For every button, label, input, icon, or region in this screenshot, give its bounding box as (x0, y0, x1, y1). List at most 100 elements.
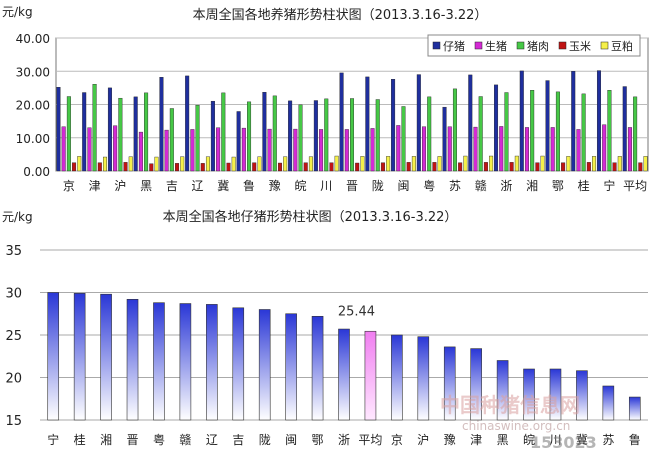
top-bar-生猪-津 (87, 127, 92, 172)
bottom-x-tick-label: 川 (549, 433, 561, 447)
bottom-bar-皖 (523, 368, 535, 421)
bottom-chart: 本周全国各地仔猪形势柱状图（2013.3.16-3.22） 元/kg 15 20 2… (2, 209, 648, 447)
top-y-tick-label: 10.00 (16, 132, 50, 146)
top-x-tick-label: 浙 (500, 179, 512, 193)
highlight-value-label: 25.44 (338, 304, 375, 319)
top-bar-生猪-吉 (164, 129, 169, 172)
top-bar-豆粕-鄂 (566, 156, 571, 172)
top-bar-豆粕-平均 (643, 156, 648, 172)
top-legend-box (427, 34, 641, 57)
bottom-x-tick-label: 晋 (127, 433, 139, 447)
bottom-x-tick-label: 平均 (358, 433, 382, 447)
top-bar-仔猪-赣 (468, 74, 473, 172)
bottom-x-tick-label: 黑 (497, 433, 509, 447)
top-bar-生猪-黑 (138, 131, 143, 172)
top-bar-玉米-陇 (380, 162, 385, 172)
top-y-tick-labels: 0.00 10.00 20.00 30.00 40.00 (16, 32, 50, 179)
top-bar-玉米-吉 (175, 163, 180, 172)
top-bar-玉米-赣 (483, 162, 488, 172)
bottom-x-tick-label: 苏 (602, 433, 614, 447)
top-y-tick-label: 40.00 (16, 32, 50, 46)
bottom-bar-京 (391, 334, 403, 421)
top-x-tick-label: 津 (89, 179, 101, 193)
bottom-x-tick-label: 冀 (576, 433, 588, 447)
top-bar-猪肉-冀 (221, 92, 226, 172)
top-bar-玉米-鲁 (252, 162, 257, 172)
bottom-x-tick-labels: 宁桂湘 晋粤赣 辽吉 陇闽 鄂浙平均京沪 豫津 黑皖川 冀苏 鲁 (47, 432, 641, 447)
top-bar-生猪-桂 (576, 129, 581, 172)
top-x-tick-label: 沪 (114, 179, 126, 193)
bottom-x-tick-label: 陇 (259, 432, 271, 447)
top-bar-猪肉-晋 (350, 98, 355, 172)
watermark-site: chinaswine.org.cn (462, 419, 570, 433)
bottom-bar-湘 (100, 293, 112, 421)
top-bar-玉米-津 (97, 162, 102, 172)
top-chart-title: 本周全国各地养猪形势柱状图（2013.3.16-3.22） (193, 7, 488, 23)
top-bar-仔猪-黑 (133, 96, 138, 172)
bottom-chart-y-unit: 元/kg (2, 210, 33, 224)
top-bar-豆粕-冀 (231, 156, 236, 172)
bottom-bar-鲁 (628, 396, 641, 421)
bottom-x-tick-label: 闽 (285, 433, 297, 447)
top-bar-豆粕-沪 (128, 156, 133, 172)
bottom-bar-平均 (364, 330, 377, 421)
top-bar-玉米-辽 (200, 163, 205, 172)
top-bar-豆粕-浙 (514, 155, 519, 172)
top-bar-猪肉-苏 (452, 88, 457, 172)
top-x-tick-label: 平均 (623, 179, 647, 193)
bottom-bar-冀 (576, 370, 588, 421)
top-bar-猪肉-浙 (504, 92, 509, 172)
top-x-tick-label: 京 (63, 179, 75, 193)
bottom-x-tick-label: 津 (470, 433, 482, 447)
bottom-x-tick-label: 浙 (338, 433, 350, 447)
top-bar-生猪-苏 (447, 126, 452, 172)
bottom-bars (47, 292, 641, 421)
top-x-tick-label: 晋 (346, 179, 358, 193)
top-bar-猪肉-川 (324, 98, 329, 172)
bottom-y-tick-labels: 15 20 25 30 35 (5, 244, 22, 429)
top-bar-玉米-京 (72, 162, 77, 172)
top-legend: 仔猪 生猪 猪肉 玉米 豆粕 (427, 34, 641, 57)
top-bar-猪肉-辽 (195, 104, 200, 172)
top-bar-玉米-平均 (638, 162, 643, 172)
top-bar-猪肉-赣 (478, 96, 483, 172)
bottom-x-tick-label: 宁 (47, 432, 59, 447)
bottom-bar-宁 (47, 292, 60, 421)
top-bar-玉米-豫 (277, 162, 282, 172)
top-bar-猪肉-宁 (607, 90, 612, 172)
bottom-bar-津 (470, 348, 482, 421)
bottom-y-tick-label: 20 (5, 372, 22, 387)
top-bar-生猪-沪 (113, 125, 118, 172)
top-y-tick-label: 0.00 (23, 165, 50, 179)
top-bar-仔猪-豫 (262, 91, 267, 172)
top-x-tick-label: 豫 (269, 179, 281, 193)
top-bar-豆粕-苏 (463, 155, 468, 172)
top-bar-玉米-冀 (226, 162, 231, 172)
top-bar-豆粕-辽 (205, 156, 210, 172)
top-bar-玉米-闽 (406, 162, 411, 172)
top-x-tick-label: 鄂 (552, 179, 564, 193)
top-bar-生猪-赣 (473, 126, 478, 172)
top-bar-生猪-闽 (396, 125, 401, 172)
bottom-bar-黑 (496, 360, 509, 421)
top-bar-生猪-浙 (499, 126, 504, 172)
top-x-tick-label: 黑 (140, 179, 152, 193)
top-bar-猪肉-湘 (530, 90, 535, 172)
top-bar-豆粕-吉 (180, 156, 185, 172)
top-bar-猪肉-桂 (581, 93, 586, 172)
top-bar-玉米-湘 (535, 162, 540, 172)
top-bar-豆粕-湘 (540, 155, 545, 172)
legend-label: 生猪 (485, 39, 507, 53)
top-bar-仔猪-吉 (159, 77, 164, 172)
bottom-x-tick-label: 豫 (444, 433, 456, 447)
top-bar-玉米-皖 (303, 162, 308, 172)
top-bar-生猪-京 (61, 126, 66, 172)
top-bar-仔猪-平均 (622, 86, 627, 172)
top-bar-豆粕-赣 (489, 155, 494, 172)
top-bar-豆粕-宁 (617, 156, 622, 172)
bottom-bar-豫 (443, 346, 456, 421)
top-bar-仔猪-沪 (107, 87, 112, 172)
top-bar-豆粕-川 (334, 155, 339, 172)
top-bar-仔猪-鄂 (545, 80, 550, 172)
